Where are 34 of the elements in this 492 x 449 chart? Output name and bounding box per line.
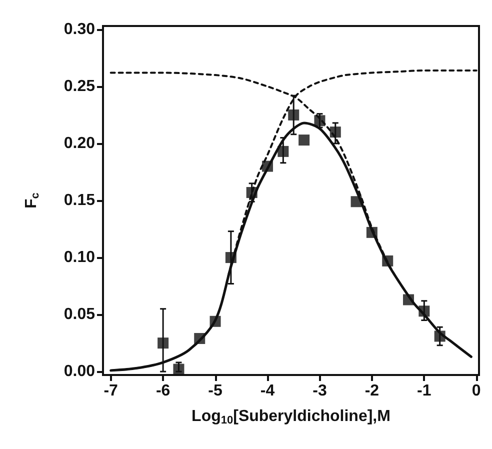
point	[314, 115, 326, 126]
point	[288, 109, 300, 120]
y-tick-label: 0.10	[64, 249, 96, 266]
point	[210, 316, 221, 327]
x-tick-label: -6	[156, 382, 170, 400]
point	[246, 187, 258, 198]
point	[350, 196, 362, 208]
x-tick-label: -2	[364, 382, 380, 400]
point	[173, 364, 184, 375]
x-tick-label: -3	[312, 382, 327, 400]
x-tick-label: -1	[417, 382, 432, 400]
y-tick-label: 0.30	[64, 20, 96, 38]
x-tick-label: -7	[104, 382, 118, 400]
y-tick-label: 0.05	[64, 306, 96, 324]
y-tick-label: 0.20	[64, 134, 96, 152]
y-tick-label: 0.00	[64, 363, 96, 380]
point	[366, 226, 378, 238]
point	[194, 333, 206, 344]
point	[403, 294, 414, 306]
x-tick-label: -4	[260, 382, 275, 400]
y-tick-label: 0.15	[64, 192, 96, 209]
y-tick-label: 0.25	[64, 78, 96, 95]
x-tick-label: -5	[208, 382, 222, 400]
point	[434, 330, 446, 342]
point	[330, 126, 341, 138]
point	[418, 306, 430, 317]
point	[382, 255, 394, 266]
point	[158, 338, 169, 349]
point	[225, 252, 236, 264]
y-axis-title: Fc	[23, 192, 42, 208]
point	[262, 160, 273, 172]
point	[278, 146, 289, 157]
point	[298, 134, 310, 146]
x-tick-label: 0	[472, 382, 481, 400]
